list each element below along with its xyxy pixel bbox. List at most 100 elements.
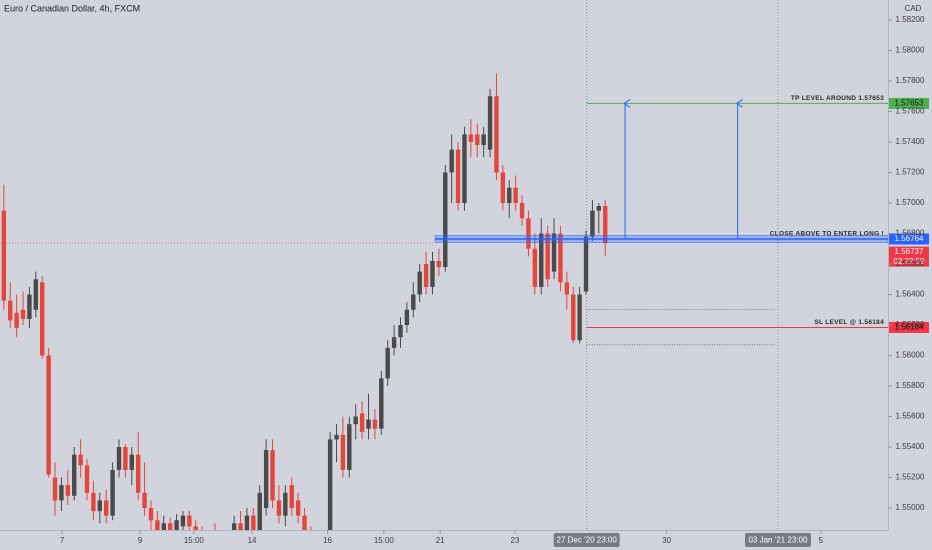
y-tick-label: 1.55400 <box>896 442 925 451</box>
candle-body <box>577 294 582 341</box>
y-tick-label: 1.55200 <box>896 473 925 482</box>
candle-body <box>391 337 397 348</box>
candle-body <box>366 419 371 429</box>
candle-body <box>174 520 179 530</box>
candle-body <box>65 485 71 496</box>
candle-body <box>142 492 147 509</box>
candle-body <box>52 477 58 501</box>
candle-body <box>104 500 109 516</box>
candle-body <box>302 515 307 530</box>
candle-body <box>295 500 301 516</box>
candle-body <box>251 515 256 530</box>
candle-body <box>494 96 499 173</box>
candle-body <box>110 469 115 516</box>
y-tick-label: 1.55800 <box>896 381 925 390</box>
y-tick-label: 1.57600 <box>896 107 925 116</box>
candle-body <box>244 515 250 530</box>
y-tick-label: 1.55600 <box>896 412 925 421</box>
candle-body <box>283 492 288 516</box>
candle-body <box>475 134 480 146</box>
candle-body <box>603 206 608 244</box>
x-tick-label: 23 <box>511 536 520 545</box>
candle-body <box>404 309 410 326</box>
candle-body <box>167 523 173 530</box>
candle-body <box>8 300 13 321</box>
candle-body <box>84 465 90 493</box>
candle-body <box>532 248 538 287</box>
candle-body <box>27 294 32 319</box>
candle-body <box>257 492 262 530</box>
candle-body <box>40 282 45 356</box>
candle-body <box>500 172 506 204</box>
candle-body <box>539 233 544 287</box>
x-tick-label: 21 <box>436 536 445 545</box>
x-tick-label: 15:00 <box>184 536 205 545</box>
y-tick-label: 1.55000 <box>896 503 925 512</box>
candle-body <box>372 419 378 429</box>
candle-body <box>231 523 237 530</box>
candle-body <box>276 500 282 516</box>
last-price-value: 1.56737 <box>895 247 924 256</box>
crosshair-label: 27 Dec '20 23:00 <box>557 536 618 545</box>
candle-body <box>78 454 83 466</box>
chart-title: Euro / Canadian Dollar, 4h, FXCM <box>4 3 140 13</box>
candle-body <box>155 520 160 530</box>
candle-body <box>72 454 77 496</box>
x-tick-label: 9 <box>138 536 143 545</box>
candle-body <box>347 424 352 470</box>
candle-body <box>289 485 294 509</box>
price-axis-box <box>889 321 929 333</box>
candle-body <box>14 312 19 329</box>
candle-body <box>161 523 166 530</box>
candle-body <box>33 279 39 310</box>
candle-body <box>481 134 486 146</box>
candle-body <box>148 508 154 521</box>
candle-body <box>91 492 96 512</box>
candle-body <box>513 187 518 204</box>
candle-body <box>430 260 435 287</box>
candle-body <box>97 500 103 512</box>
overlay: TP LEVEL AROUND 1.57653 1.57653 CLOSE ABOV… <box>770 95 929 333</box>
y-tick-label: 1.56000 <box>896 351 925 360</box>
x-tick-label: 5 <box>819 536 824 545</box>
crosshair-label-box <box>744 533 811 547</box>
candle-body <box>487 96 493 150</box>
candle-body <box>583 236 589 292</box>
candle-body <box>590 210 595 237</box>
candle-body <box>379 378 384 429</box>
x-tick-label: 16 <box>323 536 332 545</box>
countdown: 02:22:59 <box>893 257 925 266</box>
candle-body <box>238 523 243 530</box>
candle-body <box>545 233 550 280</box>
candle-body <box>180 515 186 527</box>
y-tick-label: 1.56200 <box>896 320 925 329</box>
candle-body <box>462 134 467 204</box>
candle-body <box>519 203 525 219</box>
candle-body <box>135 454 141 493</box>
x-tick-label: 14 <box>248 536 257 545</box>
candle-body <box>443 172 448 268</box>
plot-area <box>0 0 888 530</box>
candle-body <box>596 206 602 211</box>
y-tick-label: 1.57000 <box>896 198 925 207</box>
candle-body <box>417 271 422 295</box>
candle-body <box>46 355 51 475</box>
candle-body <box>411 294 416 310</box>
price-axis-value: 1.57653 <box>895 99 924 108</box>
candle-body <box>564 282 570 295</box>
candle-body <box>1 210 7 301</box>
price-axis-box <box>889 97 929 109</box>
level-label: SL LEVEL @ 1.56184 <box>814 319 884 326</box>
y-tick-label: 1.57800 <box>896 76 925 85</box>
y-tick-label: 1.58200 <box>896 15 925 24</box>
candle-body <box>59 485 64 501</box>
y-tick-label: 1.57400 <box>896 137 925 146</box>
price-axis-box <box>889 233 929 245</box>
level-label: CLOSE ABOVE TO ENTER LONG ! <box>770 231 884 238</box>
candle-body <box>551 233 557 272</box>
candle-body <box>398 325 403 338</box>
candle-body <box>436 260 442 268</box>
candle-body <box>270 450 275 501</box>
